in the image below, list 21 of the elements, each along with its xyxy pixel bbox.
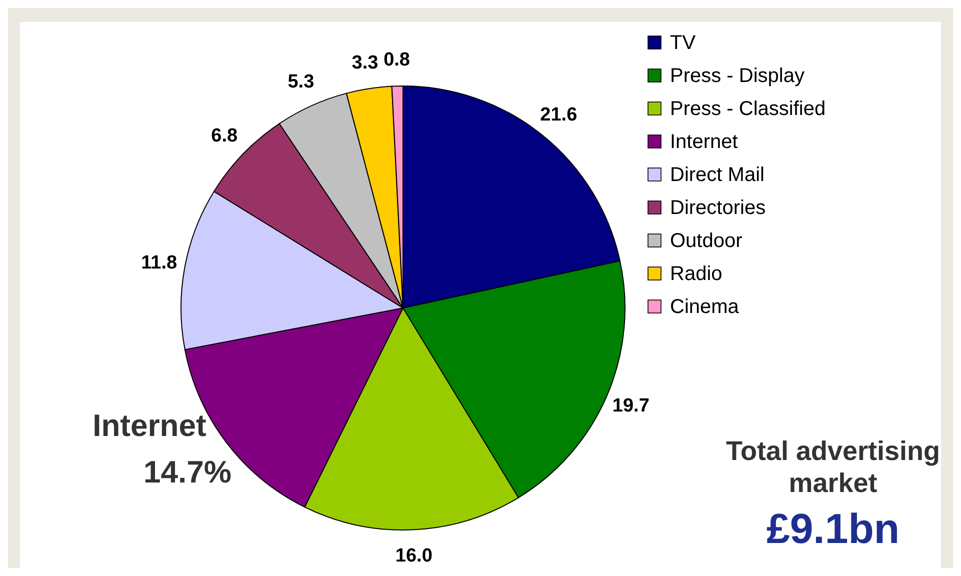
data-label: 19.7 xyxy=(612,395,650,416)
text: Total advertising market xyxy=(726,436,940,498)
legend-label: Press - Classified xyxy=(670,98,826,120)
data-label: 0.8 xyxy=(384,50,410,71)
legend-label: Directories xyxy=(670,197,766,219)
data-label: 16.0 xyxy=(395,545,432,566)
data-label: 14.7% xyxy=(143,454,232,490)
legend-label: Internet xyxy=(670,131,738,153)
data-label: 11.8 xyxy=(141,252,178,274)
legend-label: Press - Display xyxy=(670,65,804,87)
data-label: 6.8 xyxy=(211,125,238,146)
legend-label: Direct Mail xyxy=(670,164,764,186)
data-label: 3.3 xyxy=(352,52,378,74)
legend-label: Outdoor xyxy=(670,230,743,252)
text: £9.1bn xyxy=(766,505,900,552)
legend-label: Radio xyxy=(670,263,722,285)
legend-label: TV xyxy=(670,32,696,54)
legend-label: Cinema xyxy=(670,296,740,318)
data-label: 21.6 xyxy=(540,104,578,126)
data-label: 5.3 xyxy=(288,71,314,92)
text: Internet xyxy=(92,408,206,443)
